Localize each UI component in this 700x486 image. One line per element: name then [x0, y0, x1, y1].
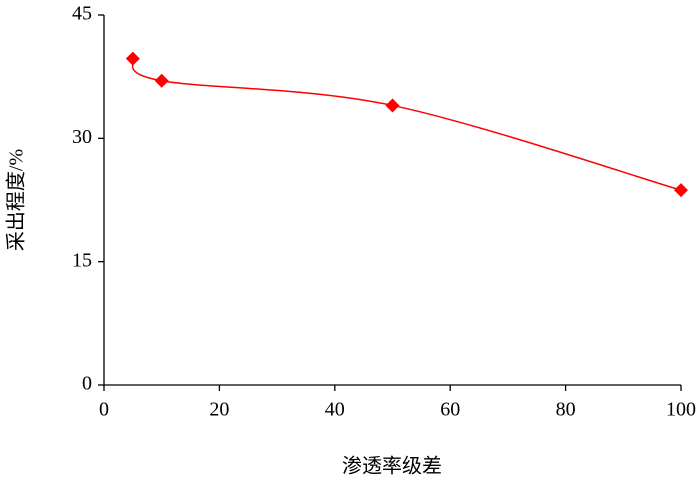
y-tick-label: 30 — [72, 126, 92, 148]
x-tick-label: 40 — [325, 399, 345, 421]
y-tick-label: 0 — [82, 373, 92, 395]
point — [674, 183, 688, 198]
y-axis-title: 采出程度/% — [5, 149, 28, 251]
y-tick-label: 45 — [72, 3, 92, 25]
x-tick-label: 0 — [99, 399, 109, 421]
point — [154, 73, 169, 88]
point — [125, 51, 140, 66]
series-line — [131, 57, 682, 191]
x-tick-label: 100 — [666, 399, 696, 421]
y-tick-label: 15 — [72, 249, 92, 271]
x-tick-label: 80 — [556, 399, 576, 421]
x-axis-title: 渗透率级差 — [342, 455, 442, 478]
x-tick-label: 20 — [209, 399, 229, 421]
point — [385, 98, 400, 113]
x-tick-label: 60 — [440, 399, 460, 421]
